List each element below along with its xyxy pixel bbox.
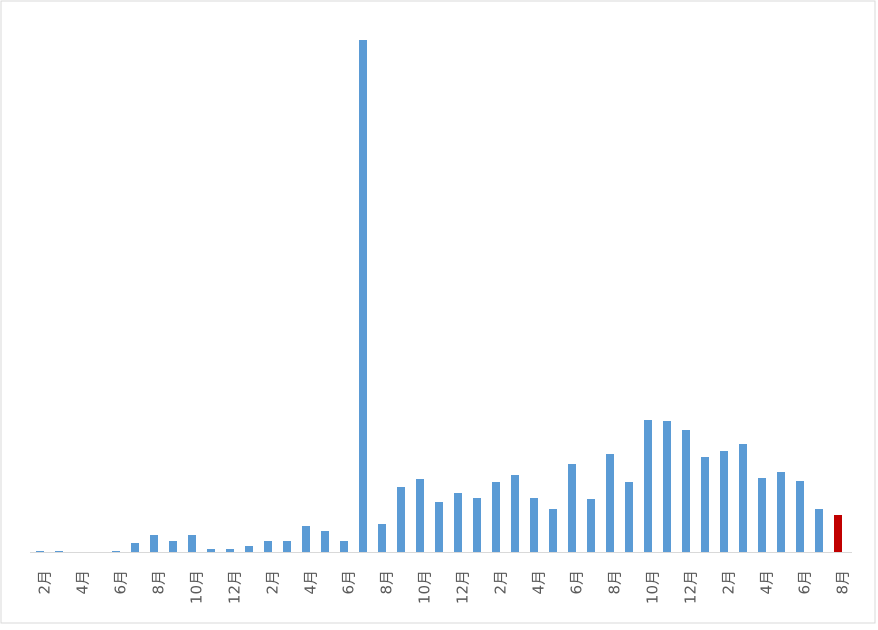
bar (682, 430, 690, 552)
bar (264, 541, 272, 552)
bar (226, 549, 234, 552)
x-tick-label: 8月 (378, 570, 396, 595)
bar (245, 546, 253, 552)
x-tick-label: 12月 (226, 570, 244, 604)
bar (454, 493, 462, 552)
bar (701, 457, 709, 552)
bar (150, 535, 158, 552)
bar (378, 524, 386, 552)
x-tick-label: 10月 (644, 570, 662, 604)
bar (169, 541, 177, 552)
x-tick-label: 2月 (264, 570, 282, 595)
bar (606, 454, 614, 552)
bar (834, 515, 842, 552)
bar (302, 526, 310, 552)
bar (568, 464, 576, 552)
bar (435, 502, 443, 552)
x-tick-label: 6月 (568, 570, 586, 595)
bar (663, 421, 671, 552)
bar (815, 509, 823, 552)
bar (131, 543, 139, 552)
bar (321, 531, 329, 552)
bar (587, 499, 595, 552)
x-tick-label: 12月 (682, 570, 700, 604)
x-tick-label: 4月 (758, 570, 776, 595)
bar (758, 478, 766, 552)
bar (644, 420, 652, 552)
x-tick-label: 8月 (150, 570, 168, 595)
x-tick-label: 6月 (112, 570, 130, 595)
bar (720, 451, 728, 552)
x-tick-label: 2月 (36, 570, 54, 595)
bar (511, 475, 519, 552)
bar (625, 482, 633, 552)
x-tick-label: 2月 (492, 570, 510, 595)
bar (796, 481, 804, 552)
bar (283, 541, 291, 552)
bar (397, 487, 405, 552)
bar (340, 541, 348, 552)
x-tick-label: 8月 (834, 570, 852, 595)
x-tick-label: 4月 (74, 570, 92, 595)
bar (530, 498, 538, 552)
x-tick-label: 4月 (530, 570, 548, 595)
x-tick-label: 8月 (606, 570, 624, 595)
bar (188, 535, 196, 552)
x-tick-label: 6月 (796, 570, 814, 595)
bar (36, 551, 44, 552)
bar (473, 498, 481, 552)
x-tick-label: 10月 (188, 570, 206, 604)
x-tick-label: 12月 (454, 570, 472, 604)
bar (55, 551, 63, 552)
bar (492, 482, 500, 552)
x-tick-label: 10月 (416, 570, 434, 604)
bar (359, 40, 367, 552)
bar (549, 509, 557, 552)
x-tick-label: 4月 (302, 570, 320, 595)
x-tick-label: 6月 (340, 570, 358, 595)
bar (739, 444, 747, 552)
bar (777, 472, 785, 552)
bar (207, 549, 215, 552)
x-tick-label: 2月 (720, 570, 738, 595)
bar (112, 551, 120, 552)
bar (416, 479, 424, 552)
